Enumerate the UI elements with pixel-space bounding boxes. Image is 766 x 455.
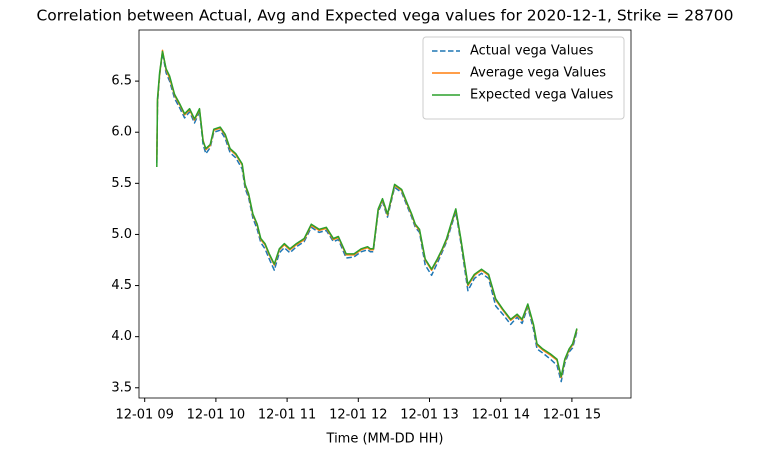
x-tick-label: 12-01 11 [258,408,316,423]
legend-label: Average vega Values [470,66,606,81]
axes-frame [138,29,632,399]
y-tick-label: 6.5 [111,74,132,89]
y-tick-label: 6.0 [111,125,132,140]
y-tick-label: 3.5 [111,380,132,395]
y-tick-label: 5.0 [111,227,132,242]
data-line [156,51,578,383]
y-tick-label: 5.5 [111,176,132,191]
y-tick-label: 4.0 [111,329,132,344]
legend-label: Actual vega Values [470,44,594,59]
plot-area [156,49,578,383]
legend-box [422,36,625,120]
x-tick-label: 12-01 12 [329,408,387,423]
x-tick-label: 12-01 10 [187,408,245,423]
y-tick-label: 4.5 [111,278,132,293]
x-tick-label: 12-01 13 [400,408,458,423]
x-tick-label: 12-01 09 [115,408,173,423]
x-tick-label: 12-01 14 [471,408,529,423]
x-axis-label: Time (MM-DD HH) [326,432,444,447]
data-line [156,50,578,378]
x-tick-label: 12-01 15 [543,408,601,423]
legend-label: Expected vega Values [470,88,614,103]
chart-title: Correlation between Actual, Avg and Expe… [36,7,733,25]
